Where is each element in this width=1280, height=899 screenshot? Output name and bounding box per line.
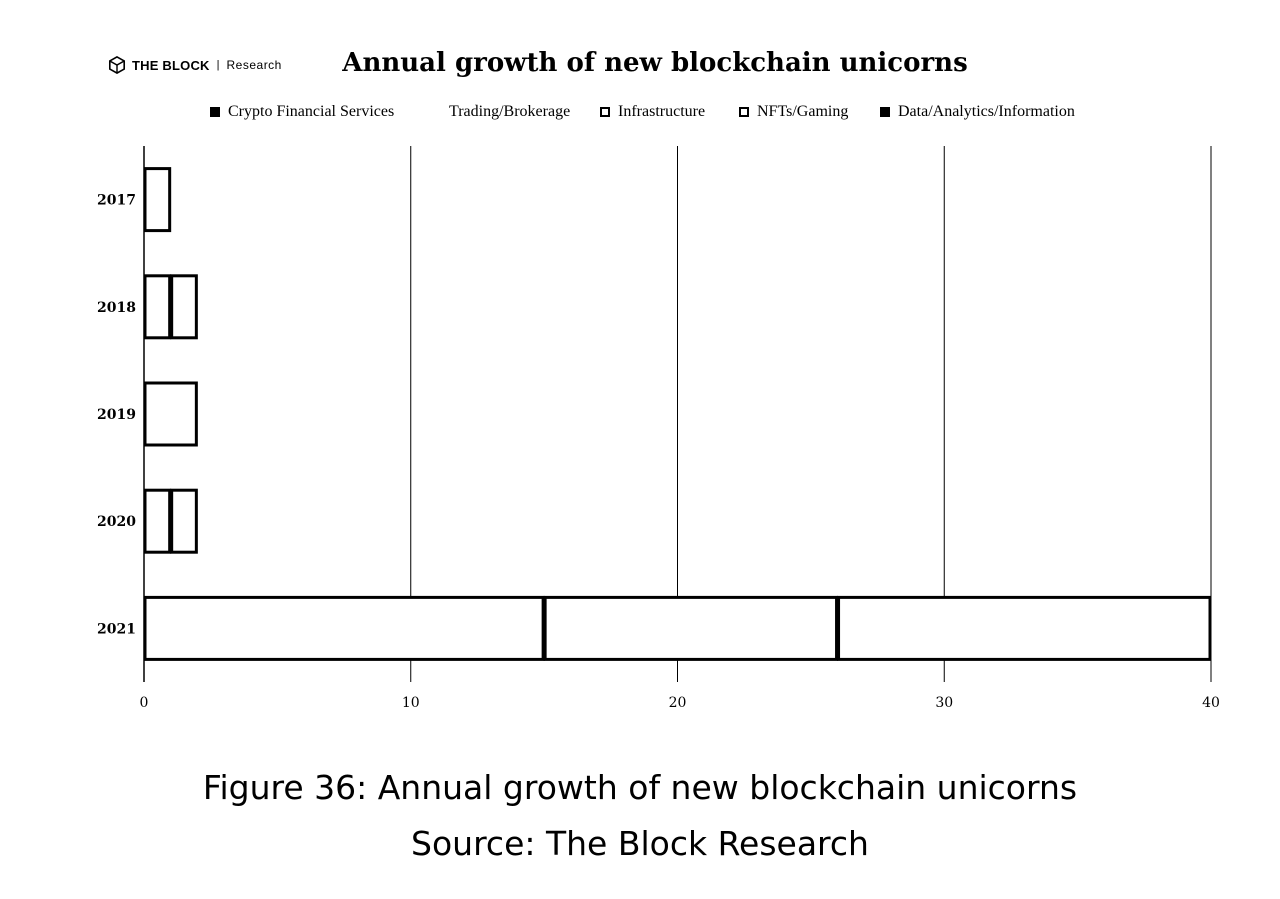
brand-name: THE BLOCK [132, 57, 210, 73]
source-caption: Source: The Block Research [411, 824, 869, 863]
bar-segment [143, 381, 198, 447]
legend-label: Crypto Financial Services [228, 103, 395, 120]
brand-separator: | [216, 59, 220, 71]
y-tick-label: 2017 [97, 193, 136, 209]
cube-logo-icon [108, 56, 126, 74]
bar-segment [170, 488, 198, 554]
legend-item-data-analytics-information: Data/Analytics/Information [880, 103, 1075, 121]
legend-label: NFTs/Gaming [757, 103, 849, 120]
legend-item-trading-brokerage: Trading/Brokerage [449, 103, 570, 121]
bar-segment [143, 488, 172, 554]
bar-chart: 2017 2018 2019 2020 2021 0 10 20 30 40 [97, 146, 1220, 711]
bar-segment [543, 595, 839, 661]
y-tick-label: 2018 [97, 300, 136, 316]
legend-swatch [880, 107, 890, 117]
y-tick-label: 2021 [97, 621, 136, 637]
legend-swatch [739, 107, 749, 117]
legend-label: Trading/Brokerage [449, 103, 571, 120]
x-tick-label: 0 [140, 695, 149, 711]
legend-swatch [600, 107, 610, 117]
x-tick-label: 30 [935, 695, 953, 711]
bar-segment [143, 167, 172, 233]
chart-title: Annual growth of new blockchain unicorns [342, 48, 968, 78]
bar-segment [837, 595, 1212, 661]
x-tick-label: 10 [402, 695, 420, 711]
bar-segment [143, 595, 545, 661]
legend-item-crypto-financial-services: Crypto Financial Services [210, 103, 394, 121]
legend-swatch [210, 107, 220, 117]
legend-item-nfts-gaming: NFTs/Gaming [739, 103, 848, 121]
x-tick-label: 20 [669, 695, 687, 711]
x-tick-label: 40 [1202, 695, 1220, 711]
legend-label: Data/Analytics/Information [898, 103, 1075, 120]
y-tick-label: 2020 [97, 514, 136, 530]
brand-subtitle: Research [226, 58, 282, 72]
bar-segment [170, 274, 198, 340]
bar-segment [143, 274, 172, 340]
legend-item-infrastructure: Infrastructure [600, 103, 705, 121]
figure-caption: Figure 36: Annual growth of new blockcha… [202, 768, 1078, 807]
y-tick-label: 2019 [97, 407, 136, 423]
legend-label: Infrastructure [618, 103, 706, 120]
brand-logo: THE BLOCK | Research [108, 56, 282, 74]
